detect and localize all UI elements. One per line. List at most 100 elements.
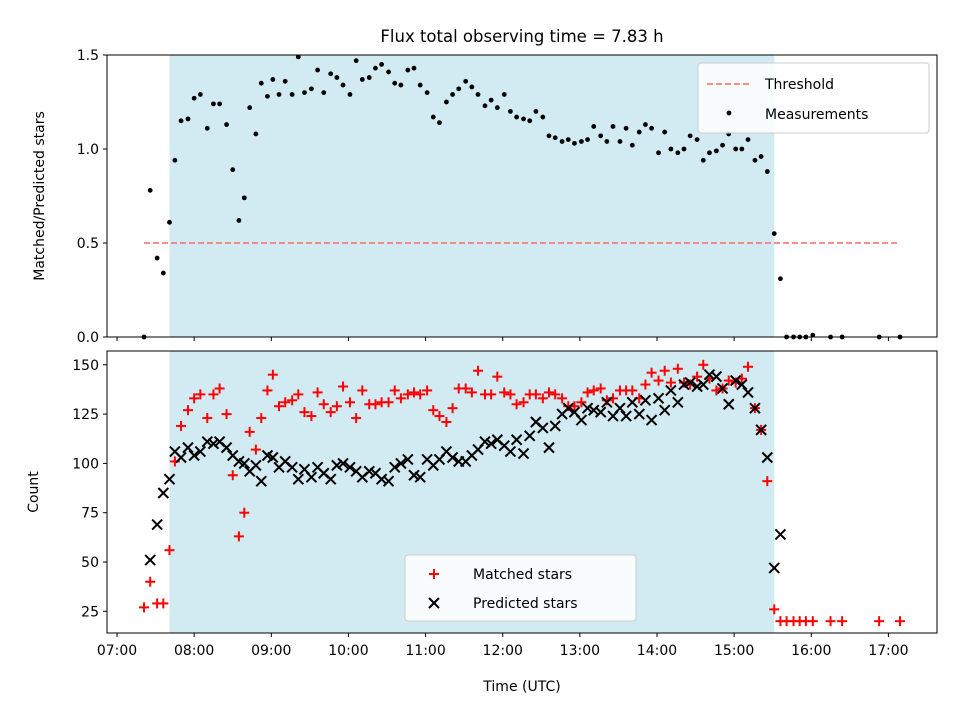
predicted-star-point <box>723 398 735 410</box>
x-stroke-b <box>626 396 639 408</box>
measurement-point <box>463 78 469 84</box>
predicted-star-point <box>588 404 600 416</box>
matched-star-point <box>530 389 541 400</box>
x-stroke-b <box>633 408 645 420</box>
matched-star-point <box>505 389 516 400</box>
measurement-point <box>236 218 242 223</box>
matched-star-point <box>743 361 754 372</box>
measurement-point <box>521 116 526 122</box>
matched-star-point <box>434 411 445 422</box>
bottom-x-tick-label: 15:00 <box>714 643 754 659</box>
matched-star-point <box>306 411 317 422</box>
measurement-point <box>494 105 500 111</box>
top-y-ticks: 0.0 0.5 1.0 1.5 <box>77 48 107 346</box>
x-stroke-b <box>703 368 716 381</box>
measurement-point <box>424 90 430 95</box>
x-stroke-b <box>144 554 156 566</box>
predicted-star-point <box>220 441 233 454</box>
measurement-point <box>315 67 320 73</box>
measurement-point <box>258 80 264 86</box>
predicted-star-point <box>543 441 555 454</box>
predicted-star-point <box>389 461 401 474</box>
matched-star-point <box>486 389 497 400</box>
measurement-point <box>167 219 172 225</box>
x-stroke-b <box>658 404 671 416</box>
predicted-star-point <box>697 378 709 391</box>
x-stroke-b <box>194 445 207 458</box>
x-stroke-b <box>485 437 497 450</box>
measurement-point <box>224 122 229 127</box>
x-stroke-b <box>749 402 761 414</box>
measurement-point <box>309 86 314 92</box>
matched-star-point <box>274 401 285 412</box>
predicted-star-point <box>182 441 194 454</box>
predicted-star-point <box>324 473 337 485</box>
matched-star-point <box>208 389 219 400</box>
measurement-point <box>289 92 295 97</box>
predicted-star-point <box>678 378 690 391</box>
measurement-point <box>643 122 648 127</box>
top-legend: Threshold Measurements <box>697 62 930 134</box>
matched-star-point <box>466 387 477 398</box>
measurement-point <box>694 137 700 143</box>
measurement-point <box>540 114 546 120</box>
bottom-x-tick-label: 16:00 <box>791 643 831 659</box>
measurement-point <box>675 150 681 156</box>
predicted-star-point <box>504 445 517 458</box>
predicted-star-point <box>749 402 761 414</box>
matched-star-point <box>640 379 651 390</box>
matched-star-point <box>415 389 426 400</box>
matched-star-point <box>262 385 273 396</box>
matched-star-point <box>499 387 510 398</box>
x-stroke-b <box>510 434 523 446</box>
measurement-point <box>347 92 353 97</box>
measurement-point <box>295 54 301 60</box>
x-stroke-b <box>286 461 298 474</box>
predicted-star-point <box>175 451 187 464</box>
matched-star-point <box>338 381 349 392</box>
measurement-point <box>700 157 706 163</box>
x-stroke-b <box>729 374 742 387</box>
x-stroke-b <box>440 445 453 458</box>
bottom-x-tick-label: 14:00 <box>637 643 677 659</box>
x-stroke-b <box>614 402 626 414</box>
x-stroke-b <box>428 597 440 609</box>
measurement-point <box>623 125 629 131</box>
bottom-x-tick-label: 09:00 <box>251 643 291 659</box>
measurement-point <box>270 77 276 82</box>
matched-star-point <box>460 383 471 394</box>
predicted-star-point <box>402 453 414 466</box>
x-stroke-b <box>188 449 200 462</box>
bottom-legend: Matched stars Predicted stars <box>404 554 637 622</box>
matched-star-point <box>312 387 323 398</box>
measurement-point <box>241 195 247 201</box>
predicted-star-point <box>761 451 774 464</box>
bottom-x-tick-label: 13:00 <box>560 643 600 659</box>
matched-star-point <box>492 371 503 382</box>
matched-star-point <box>195 389 206 400</box>
predicted-star-point <box>575 414 588 426</box>
top-y-tick-label: 0.5 <box>77 236 99 252</box>
measurement-point <box>552 135 558 141</box>
x-stroke-b <box>255 475 267 487</box>
matched-star-point <box>537 393 548 404</box>
matched-star-point <box>267 369 278 380</box>
x-stroke-b <box>723 398 735 410</box>
matched-star-point <box>807 616 818 627</box>
x-stroke-b <box>543 441 555 454</box>
measurement-point <box>450 92 455 97</box>
measurement-point <box>629 142 635 148</box>
predicted-star-point <box>144 554 156 566</box>
x-stroke-b <box>498 439 510 452</box>
predicted-star-point <box>163 473 176 485</box>
matched-star-point <box>164 545 175 556</box>
bottom-y-tick-label: 25 <box>81 604 99 620</box>
bottom-legend-box <box>404 554 637 622</box>
predicted-star-point <box>537 422 549 434</box>
predicted-star-point <box>626 396 639 408</box>
x-stroke-b <box>479 436 491 448</box>
predicted-star-point <box>331 459 343 472</box>
x-stroke-b <box>697 378 709 391</box>
matched-star-point <box>595 383 606 394</box>
